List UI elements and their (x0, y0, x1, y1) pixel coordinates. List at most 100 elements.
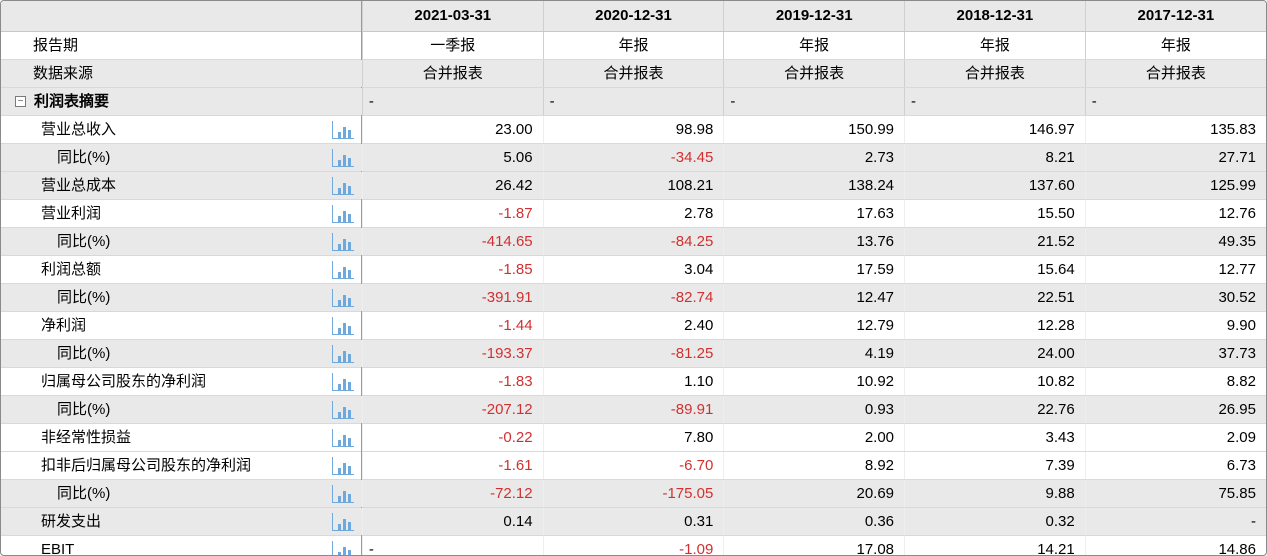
header-blank (1, 1, 362, 32)
row-label: 同比(%) (1, 340, 362, 368)
cell-value: -84.25 (543, 228, 724, 256)
table-row: 同比(%)-391.91-82.7412.4722.5130.52 (1, 284, 1266, 312)
bar-chart-icon[interactable] (332, 401, 354, 419)
cell-value: 20.69 (724, 480, 905, 508)
cell-value: 8.92 (724, 452, 905, 480)
cell-value: 17.59 (724, 256, 905, 284)
bar-chart-icon[interactable] (332, 513, 354, 531)
cell-value: 26.95 (1085, 396, 1266, 424)
row-label: 归属母公司股东的净利润 (1, 368, 362, 396)
bar-chart-icon[interactable] (332, 541, 354, 556)
cell-value: 9.90 (1085, 312, 1266, 340)
bar-chart-icon[interactable] (332, 485, 354, 503)
descriptor-row: 报告期一季报年报年报年报年报 (1, 32, 1266, 60)
cell-value: 138.24 (724, 172, 905, 200)
cell-value: 10.82 (905, 368, 1086, 396)
cell-value: 23.00 (362, 116, 543, 144)
row-label: 同比(%) (1, 228, 362, 256)
bar-chart-icon[interactable] (332, 429, 354, 447)
cell-value: 0.31 (543, 508, 724, 536)
table-row: EBIT--1.0917.0814.2114.86 (1, 536, 1266, 556)
table-row: 研发支出0.140.310.360.32- (1, 508, 1266, 536)
section-label[interactable]: −利润表摘要 (1, 88, 362, 116)
section-row[interactable]: −利润表摘要----- (1, 88, 1266, 116)
cell-value: 27.71 (1085, 144, 1266, 172)
bar-chart-icon[interactable] (332, 149, 354, 167)
table-row: 利润总额-1.853.0417.5915.6412.77 (1, 256, 1266, 284)
header-date[interactable]: 2021-03-31 (362, 1, 543, 32)
cell-value: 1.10 (543, 368, 724, 396)
descriptor-value: 年报 (543, 32, 724, 60)
cell-value: 3.43 (905, 424, 1086, 452)
descriptor-value: 年报 (905, 32, 1086, 60)
collapse-toggle-icon[interactable]: − (15, 96, 26, 107)
cell-value: 17.08 (724, 536, 905, 556)
cell-value: -89.91 (543, 396, 724, 424)
cell-value: -34.45 (543, 144, 724, 172)
row-label: 营业利润 (1, 200, 362, 228)
row-label: 营业总收入 (1, 116, 362, 144)
cell-value: 13.76 (724, 228, 905, 256)
bar-chart-icon[interactable] (332, 345, 354, 363)
bar-chart-icon[interactable] (332, 261, 354, 279)
table-row: 同比(%)-72.12-175.0520.699.8875.85 (1, 480, 1266, 508)
cell-value: - (362, 536, 543, 556)
row-label: 净利润 (1, 312, 362, 340)
bar-chart-icon[interactable] (332, 457, 354, 475)
table-row: 同比(%)-414.65-84.2513.7621.5249.35 (1, 228, 1266, 256)
row-label: 研发支出 (1, 508, 362, 536)
cell-value: 8.21 (905, 144, 1086, 172)
cell-value: 15.64 (905, 256, 1086, 284)
cell-value: 14.86 (1085, 536, 1266, 556)
cell-value: 12.79 (724, 312, 905, 340)
header-date[interactable]: 2019-12-31 (724, 1, 905, 32)
bar-chart-icon[interactable] (332, 205, 354, 223)
bar-chart-icon[interactable] (332, 177, 354, 195)
cell-value: 3.04 (543, 256, 724, 284)
cell-value: -6.70 (543, 452, 724, 480)
cell-value: 150.99 (724, 116, 905, 144)
bar-chart-icon[interactable] (332, 373, 354, 391)
cell-value: 146.97 (905, 116, 1086, 144)
cell-value: -1.87 (362, 200, 543, 228)
descriptor-value: 合并报表 (543, 60, 724, 88)
row-label: 扣非后归属母公司股东的净利润 (1, 452, 362, 480)
cell-value: 2.78 (543, 200, 724, 228)
cell-value: 14.21 (905, 536, 1086, 556)
descriptor-value: 合并报表 (362, 60, 543, 88)
cell-value: 6.73 (1085, 452, 1266, 480)
row-label: 同比(%) (1, 284, 362, 312)
cell-value: 98.98 (543, 116, 724, 144)
cell-value: 8.82 (1085, 368, 1266, 396)
descriptor-value: 年报 (1085, 32, 1266, 60)
descriptor-value: 年报 (724, 32, 905, 60)
descriptor-value: 合并报表 (905, 60, 1086, 88)
financial-table-panel: 2021-03-31 2020-12-31 2019-12-31 2018-12… (0, 0, 1267, 556)
cell-value: 135.83 (1085, 116, 1266, 144)
header-date[interactable]: 2020-12-31 (543, 1, 724, 32)
cell-value: 2.73 (724, 144, 905, 172)
bar-chart-icon[interactable] (332, 233, 354, 251)
table-row: 营业总成本26.42108.21138.24137.60125.99 (1, 172, 1266, 200)
table-row: 同比(%)5.06-34.452.738.2127.71 (1, 144, 1266, 172)
cell-value: 12.28 (905, 312, 1086, 340)
cell-value: 2.00 (724, 424, 905, 452)
bar-chart-icon[interactable] (332, 289, 354, 307)
header-date[interactable]: 2018-12-31 (905, 1, 1086, 32)
cell-value: -207.12 (362, 396, 543, 424)
descriptor-value: 合并报表 (1085, 60, 1266, 88)
row-label: 利润总额 (1, 256, 362, 284)
cell-value: -72.12 (362, 480, 543, 508)
bar-chart-icon[interactable] (332, 121, 354, 139)
table-row: 营业总收入23.0098.98150.99146.97135.83 (1, 116, 1266, 144)
cell-value: 15.50 (905, 200, 1086, 228)
descriptor-label: 报告期 (1, 32, 362, 60)
cell-value: 22.76 (905, 396, 1086, 424)
row-label: 营业总成本 (1, 172, 362, 200)
cell-value: -1.85 (362, 256, 543, 284)
cell-value: 9.88 (905, 480, 1086, 508)
header-date[interactable]: 2017-12-31 (1085, 1, 1266, 32)
bar-chart-icon[interactable] (332, 317, 354, 335)
table-row: 净利润-1.442.4012.7912.289.90 (1, 312, 1266, 340)
section-placeholder: - (543, 88, 724, 116)
